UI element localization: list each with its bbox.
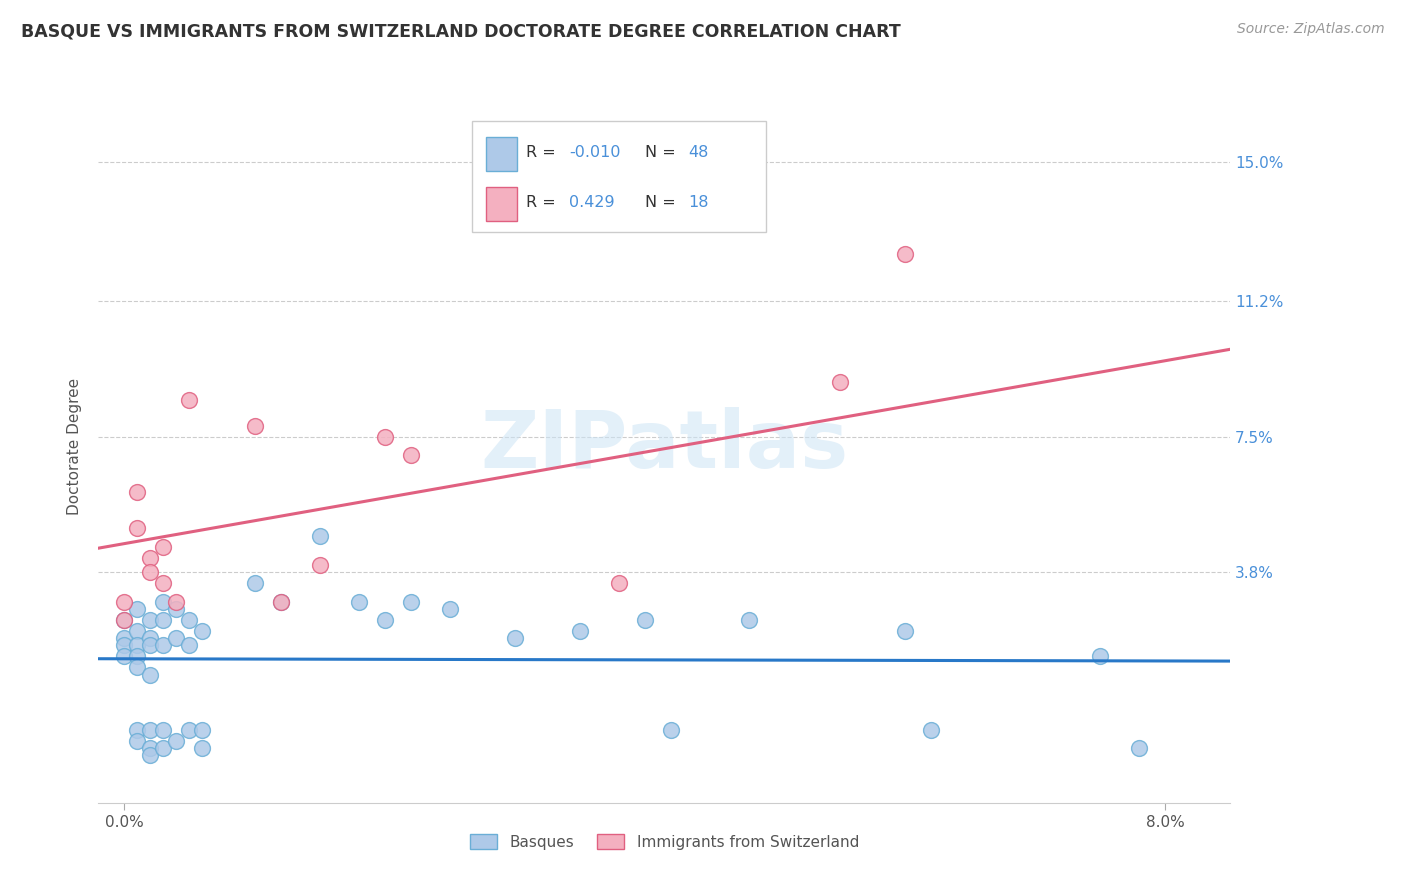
Point [127, 660, 149, 674]
Point [568, 624, 591, 638]
Point [166, 594, 188, 608]
Point [139, 723, 162, 737]
Y-axis label: Doctorate Degree: Doctorate Degree [67, 377, 83, 515]
Bar [485, 186, 517, 221]
Point [191, 624, 214, 638]
Point [243, 576, 266, 591]
Point [738, 613, 761, 627]
Point [439, 602, 461, 616]
Point [114, 639, 136, 653]
Point [166, 602, 188, 616]
Text: R =: R = [526, 145, 561, 160]
Point [308, 529, 330, 543]
Point [179, 723, 201, 737]
Point [152, 639, 174, 653]
Point [659, 723, 682, 737]
Point [114, 613, 136, 627]
Point [152, 594, 174, 608]
Point [114, 613, 136, 627]
Point [166, 631, 188, 645]
Point [152, 540, 174, 554]
Text: N =: N = [645, 145, 681, 160]
Point [399, 594, 422, 608]
Point [308, 558, 330, 572]
Point [152, 723, 174, 737]
Point [179, 639, 201, 653]
Point [127, 484, 149, 499]
Point [127, 624, 149, 638]
Point [347, 594, 370, 608]
Text: R =: R = [526, 194, 567, 210]
Point [1128, 740, 1150, 755]
Point [114, 631, 136, 645]
Point [127, 639, 149, 653]
Text: 48: 48 [688, 145, 709, 160]
Text: BASQUE VS IMMIGRANTS FROM SWITZERLAND DOCTORATE DEGREE CORRELATION CHART: BASQUE VS IMMIGRANTS FROM SWITZERLAND DO… [21, 22, 901, 40]
Point [152, 740, 174, 755]
Point [179, 613, 201, 627]
Point [152, 576, 174, 591]
Point [243, 418, 266, 433]
Point [127, 649, 149, 664]
Point [1088, 649, 1111, 664]
Point [139, 740, 162, 755]
Point [399, 448, 422, 462]
Text: ZIPatlas: ZIPatlas [481, 407, 848, 485]
Point [828, 375, 851, 389]
Point [607, 576, 630, 591]
Point [127, 602, 149, 616]
Point [127, 723, 149, 737]
Point [191, 723, 214, 737]
FancyBboxPatch shape [472, 121, 766, 232]
Point [139, 550, 162, 565]
Point [920, 723, 942, 737]
Text: 0.429: 0.429 [569, 194, 614, 210]
Point [139, 613, 162, 627]
Text: Source: ZipAtlas.com: Source: ZipAtlas.com [1237, 22, 1385, 37]
Point [139, 639, 162, 653]
Text: -0.010: -0.010 [569, 145, 621, 160]
Point [179, 393, 201, 408]
Point [191, 740, 214, 755]
Point [139, 631, 162, 645]
Point [166, 733, 188, 747]
Point [127, 521, 149, 535]
Point [894, 624, 917, 638]
Text: 18: 18 [688, 194, 709, 210]
Point [894, 247, 917, 261]
Point [634, 613, 657, 627]
Point [139, 566, 162, 580]
Point [127, 733, 149, 747]
Point [270, 594, 292, 608]
Point [139, 667, 162, 681]
Point [374, 430, 396, 444]
Point [374, 613, 396, 627]
Text: N =: N = [645, 194, 681, 210]
Point [139, 748, 162, 763]
Point [270, 594, 292, 608]
Point [114, 649, 136, 664]
Bar [485, 136, 517, 171]
Point [114, 594, 136, 608]
Point [503, 631, 526, 645]
Legend: Basques, Immigrants from Switzerland: Basques, Immigrants from Switzerland [464, 828, 865, 855]
Point [152, 613, 174, 627]
